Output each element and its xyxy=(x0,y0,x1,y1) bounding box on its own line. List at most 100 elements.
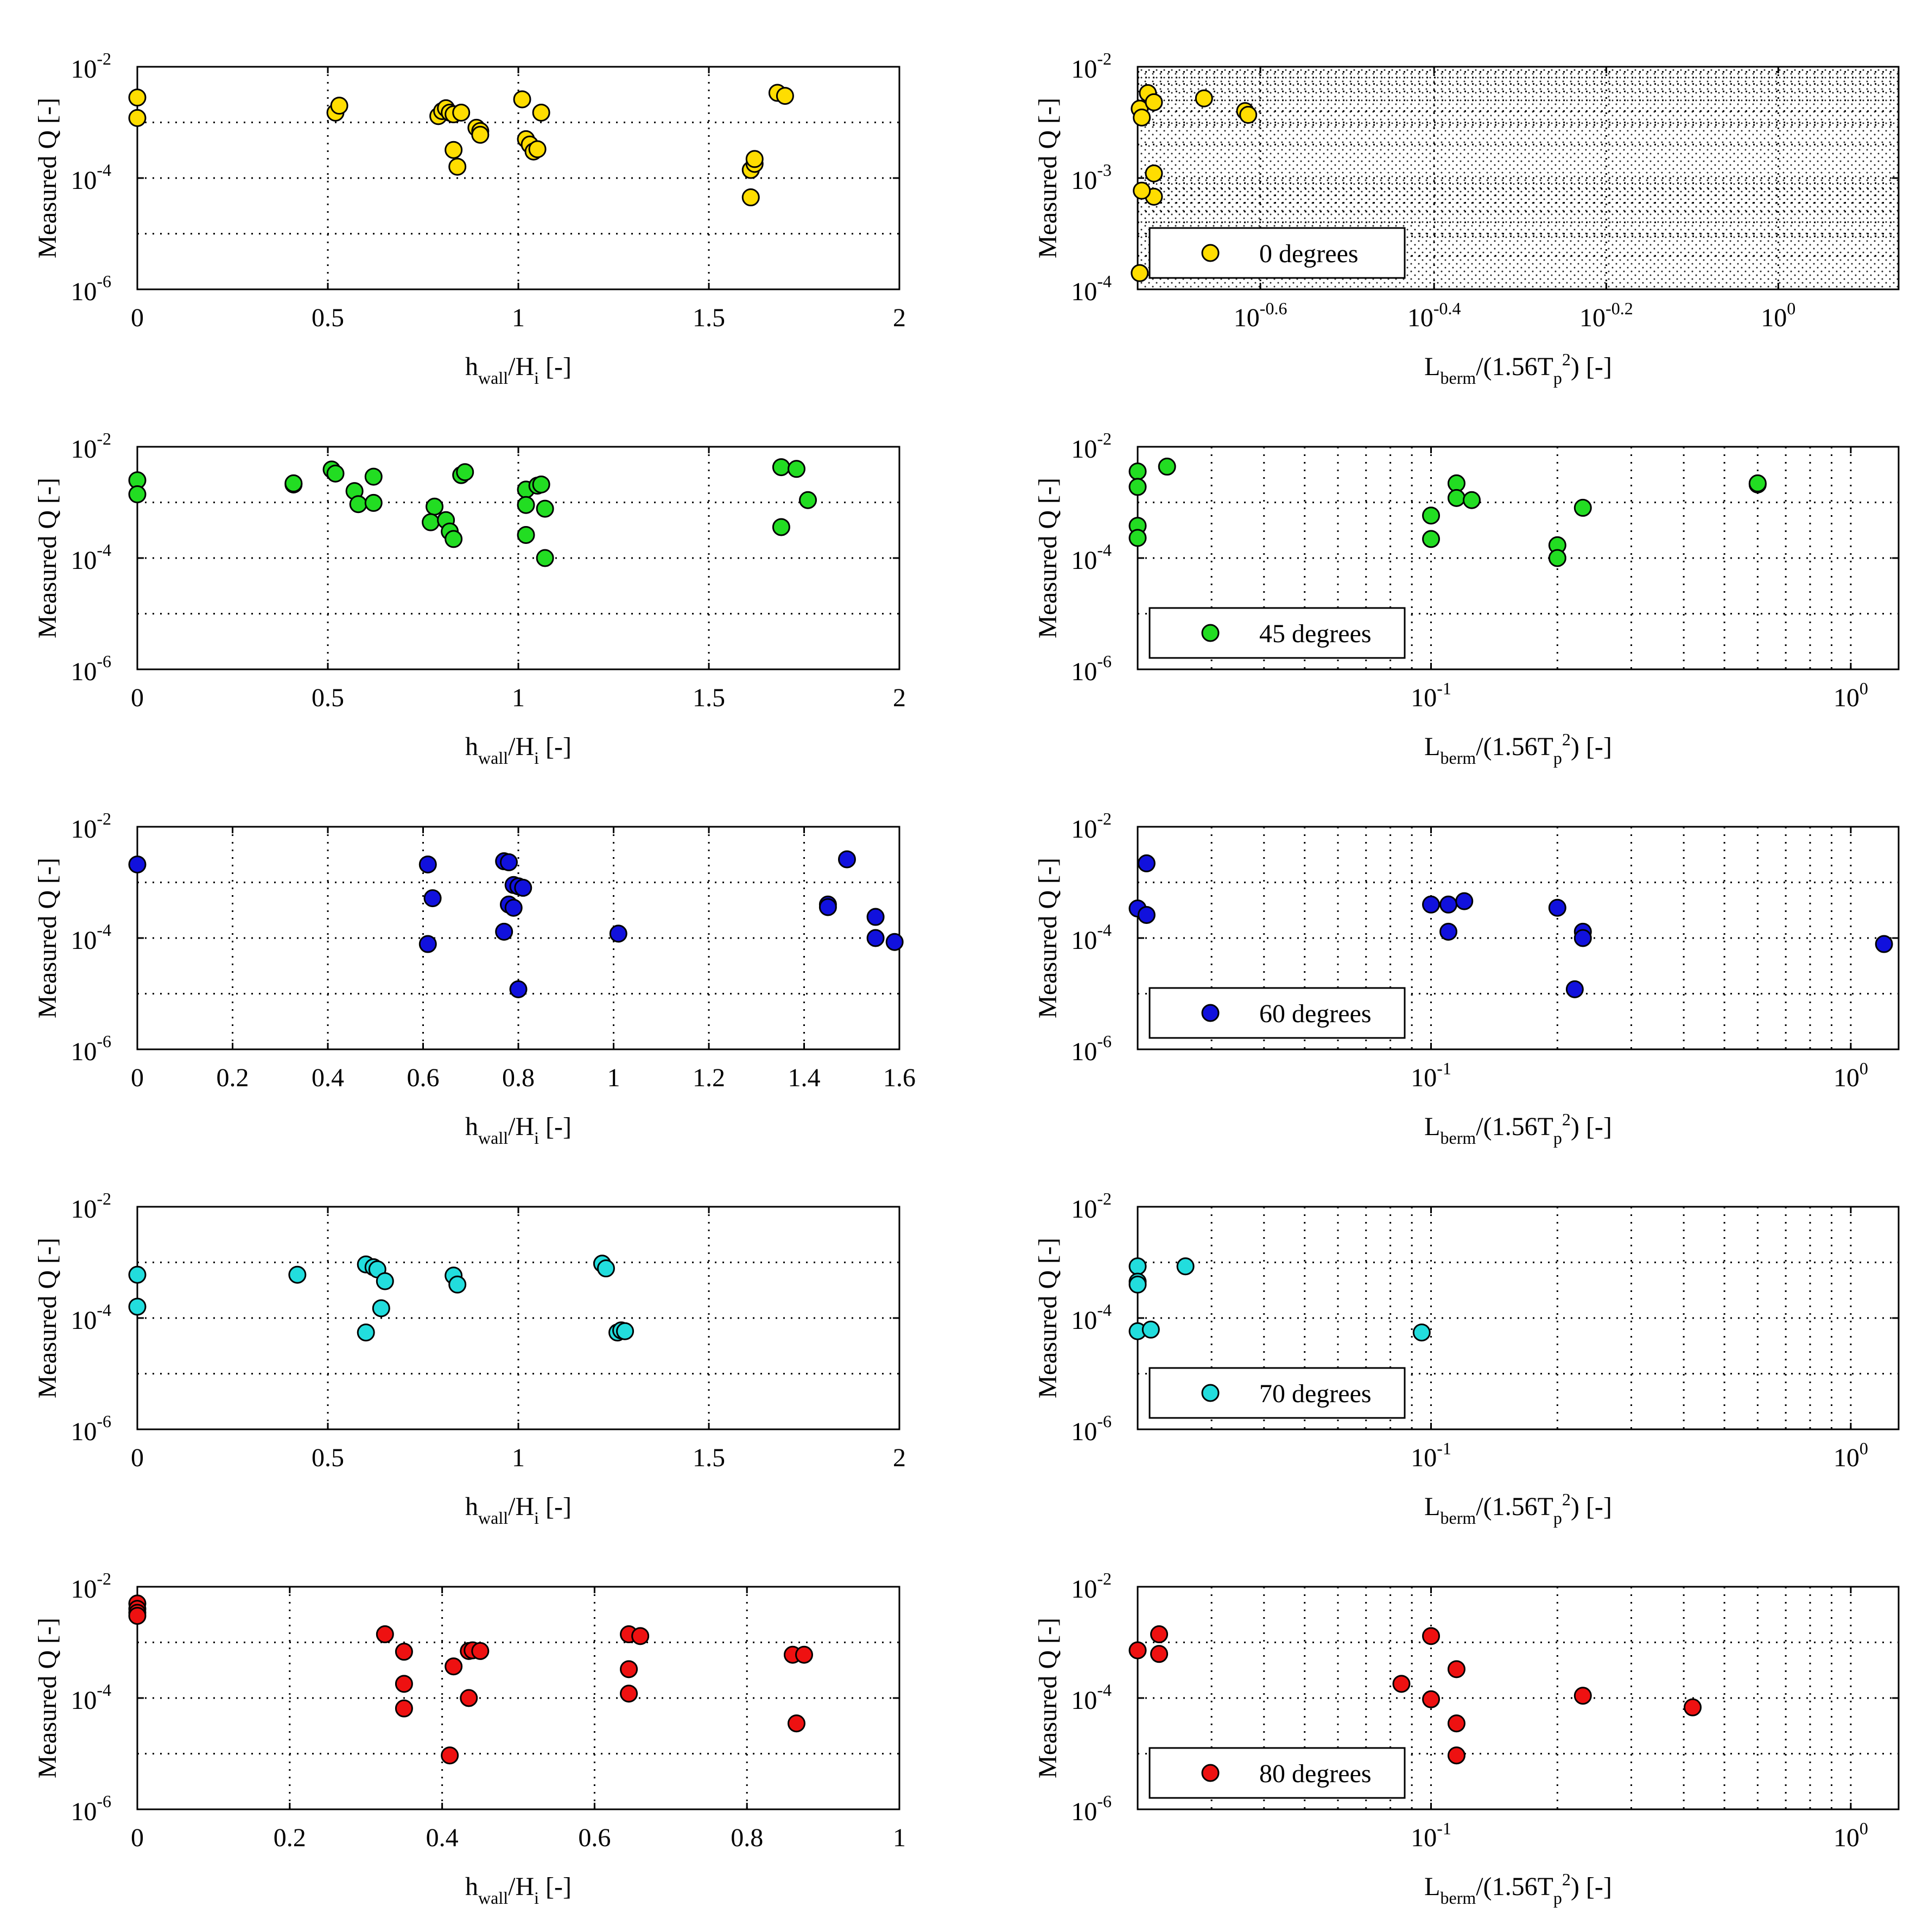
series-points xyxy=(128,1594,813,1765)
data-point xyxy=(1439,922,1458,941)
series-points xyxy=(1128,458,1767,567)
data-point xyxy=(456,463,474,482)
x-tick-label: 100 xyxy=(1761,299,1795,332)
data-point xyxy=(372,1299,390,1317)
data-point xyxy=(1195,89,1213,107)
data-point xyxy=(866,929,885,947)
data-point xyxy=(326,464,345,483)
data-point xyxy=(1573,1687,1592,1705)
data-point xyxy=(1548,549,1566,567)
data-point xyxy=(128,485,147,504)
data-point xyxy=(1145,93,1163,111)
data-point xyxy=(426,497,444,516)
y-tick-label: 10-2 xyxy=(71,1569,111,1604)
data-point xyxy=(376,1625,394,1644)
y-tick-label: 10-6 xyxy=(1071,651,1112,686)
y-tick-label: 10-2 xyxy=(71,809,111,844)
legend: 80 degrees xyxy=(1148,1747,1406,1799)
data-point xyxy=(1128,1641,1147,1659)
x-tick-label: 2 xyxy=(893,1443,906,1472)
x-tick-label: 0 xyxy=(131,303,144,332)
data-point xyxy=(499,853,518,871)
data-point xyxy=(1684,1698,1702,1716)
subplot-r3r: 10-1 100 10-2 10-4 10-6 Lberm/(1.56Tp2) [-] Me… xyxy=(1033,809,1900,1148)
legend: 70 degrees xyxy=(1148,1367,1406,1419)
data-point xyxy=(1447,1660,1465,1678)
x-axis-label: hwall/Hi [-] xyxy=(465,1492,572,1528)
data-point xyxy=(536,549,554,567)
data-point xyxy=(418,855,437,873)
subplot-r4r: 10-1 100 10-2 10-4 10-6 Lberm/(1.56Tp2) [-] Me… xyxy=(1033,1189,1900,1528)
data-point xyxy=(288,1265,307,1284)
data-point xyxy=(357,1323,375,1342)
data-point xyxy=(441,1746,459,1765)
series-points xyxy=(1128,854,1893,998)
legend-label: 70 degrees xyxy=(1259,1379,1372,1408)
data-point xyxy=(837,850,856,869)
y-axis-label: Measured Q [-] xyxy=(33,858,62,1018)
data-point xyxy=(1462,491,1481,509)
y-axis-label: Measured Q [-] xyxy=(1033,478,1062,638)
data-point xyxy=(471,125,490,144)
subplot-r4l: 0 0.5 1 1.5 2 10-2 10-4 10-6 hwall/Hi [-] Measure… xyxy=(33,1189,906,1528)
series-points xyxy=(1131,84,1258,282)
data-point xyxy=(128,1607,147,1625)
data-point xyxy=(528,140,547,159)
x-tick-label: 1.2 xyxy=(693,1063,725,1092)
data-point xyxy=(1875,935,1893,953)
data-point xyxy=(495,922,513,941)
legend-marker xyxy=(1201,1004,1220,1022)
data-point xyxy=(772,458,790,477)
data-point xyxy=(1150,1645,1169,1663)
legend-marker xyxy=(1201,1764,1220,1782)
x-tick-label: 1 xyxy=(512,303,525,332)
data-point xyxy=(609,924,627,943)
x-axis-label: Lberm/(1.56Tp2) [-] xyxy=(1424,1870,1612,1908)
data-point xyxy=(128,109,147,127)
series-points xyxy=(128,1255,634,1342)
data-point xyxy=(1150,1625,1169,1644)
x-tick-label: 1 xyxy=(607,1063,620,1092)
data-point xyxy=(745,150,764,168)
x-tick-label: 10-1 xyxy=(1411,679,1451,712)
y-tick-label: 10-2 xyxy=(71,49,111,84)
data-point xyxy=(1548,898,1566,917)
subplot-r2l: 0 0.5 1 1.5 2 10-2 10-4 10-6 hwall/Hi [-] Measure… xyxy=(33,429,906,768)
y-tick-label: 10-6 xyxy=(71,1791,111,1826)
legend-box xyxy=(1148,1747,1406,1799)
legend-box xyxy=(1148,227,1406,279)
x-tick-label: 1.4 xyxy=(788,1063,821,1092)
y-tick-label: 10-6 xyxy=(71,1411,111,1446)
y-axis-label: Measured Q [-] xyxy=(1033,98,1062,258)
data-point xyxy=(1141,1320,1160,1339)
data-point xyxy=(517,496,535,514)
data-point xyxy=(776,87,794,105)
data-point xyxy=(514,878,532,897)
data-point xyxy=(1422,1690,1441,1708)
data-point xyxy=(536,499,554,518)
data-point xyxy=(1145,164,1163,183)
x-tick-label: 10-0.6 xyxy=(1234,299,1287,332)
x-tick-label: 0.4 xyxy=(312,1063,344,1092)
data-point xyxy=(509,980,528,998)
data-point xyxy=(364,493,383,512)
data-point xyxy=(1447,489,1465,507)
y-axis-label: Measured Q [-] xyxy=(1033,1618,1062,1778)
subplot-r2r: 10-1 100 10-2 10-4 10-6 Lberm/(1.56Tp2) [-] Me… xyxy=(1033,429,1900,768)
data-point xyxy=(1573,929,1592,947)
y-tick-label: 10-4 xyxy=(1071,920,1112,955)
data-point xyxy=(395,1675,413,1693)
legend-label: 60 degrees xyxy=(1259,999,1372,1028)
x-axis-label: Lberm/(1.56Tp2) [-] xyxy=(1424,350,1612,388)
y-tick-label: 10-2 xyxy=(1071,49,1112,84)
series-points xyxy=(1128,1257,1431,1342)
x-tick-label: 0 xyxy=(131,1443,144,1472)
subplot-r5l: 0 0.2 0.4 0.6 0.8 1 10-2 10-4 10-6 hwall/Hi [-] Me… xyxy=(33,1569,906,1908)
data-point xyxy=(1573,498,1592,517)
x-tick-label: 0.8 xyxy=(731,1823,763,1852)
data-point xyxy=(795,1645,813,1664)
data-point xyxy=(460,1689,478,1707)
subplot-r5r: 10-1 100 10-2 10-4 10-6 Lberm/(1.56Tp2) [-] Me… xyxy=(1033,1569,1900,1908)
y-tick-label: 10-4 xyxy=(71,920,111,955)
